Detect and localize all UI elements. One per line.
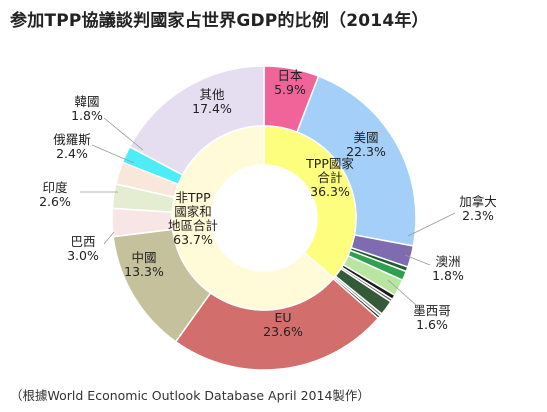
- data-label-9: 俄羅斯 2.4%: [53, 132, 91, 161]
- leader-line-0: [407, 212, 456, 237]
- leader-line-2: [387, 279, 417, 306]
- leader-lines: [80, 117, 456, 306]
- data-label-4: 墨西哥 1.6%: [413, 303, 451, 332]
- data-label-5: EU 23.6%: [263, 310, 303, 339]
- leader-line-5: [91, 144, 135, 164]
- data-label-12: TPP國家合計 36.3%: [305, 156, 354, 199]
- leader-line-1: [404, 254, 431, 266]
- data-label-0: 日本 5.9%: [274, 68, 306, 97]
- inner-slice-1: [171, 125, 335, 311]
- leader-line-3: [103, 231, 115, 245]
- inner-ring: [171, 125, 357, 311]
- data-label-8: 印度 2.6%: [39, 180, 71, 209]
- outer-ring: [111, 65, 417, 371]
- inner-slice-0: [263, 125, 357, 280]
- data-label-1: 美國 22.3%: [346, 130, 386, 159]
- chart-title: 参加TPP協議談判國家占世界GDP的比例（2014年）: [10, 11, 429, 31]
- chart-source-note: （根據World Economic Outlook Database April…: [10, 388, 370, 403]
- data-label-10: 韓國 1.8%: [71, 94, 103, 123]
- data-label-13: 非TPP 國家和地區合計 63.7%: [168, 190, 218, 247]
- data-label-2: 加拿大 2.3%: [459, 194, 497, 223]
- data-label-7: 巴西 3.0%: [67, 234, 99, 263]
- data-labels: 日本 5.9% 美國 22.3% 加拿大 2.3% 澳洲 1.8% 墨西哥 1.6% EU 23.6%…: [39, 68, 497, 339]
- data-label-3: 澳洲 1.8%: [432, 254, 464, 283]
- data-label-11: 其他 17.4%: [192, 87, 232, 116]
- data-label-6: 中國 13.3%: [124, 250, 164, 279]
- leader-line-6: [103, 117, 144, 151]
